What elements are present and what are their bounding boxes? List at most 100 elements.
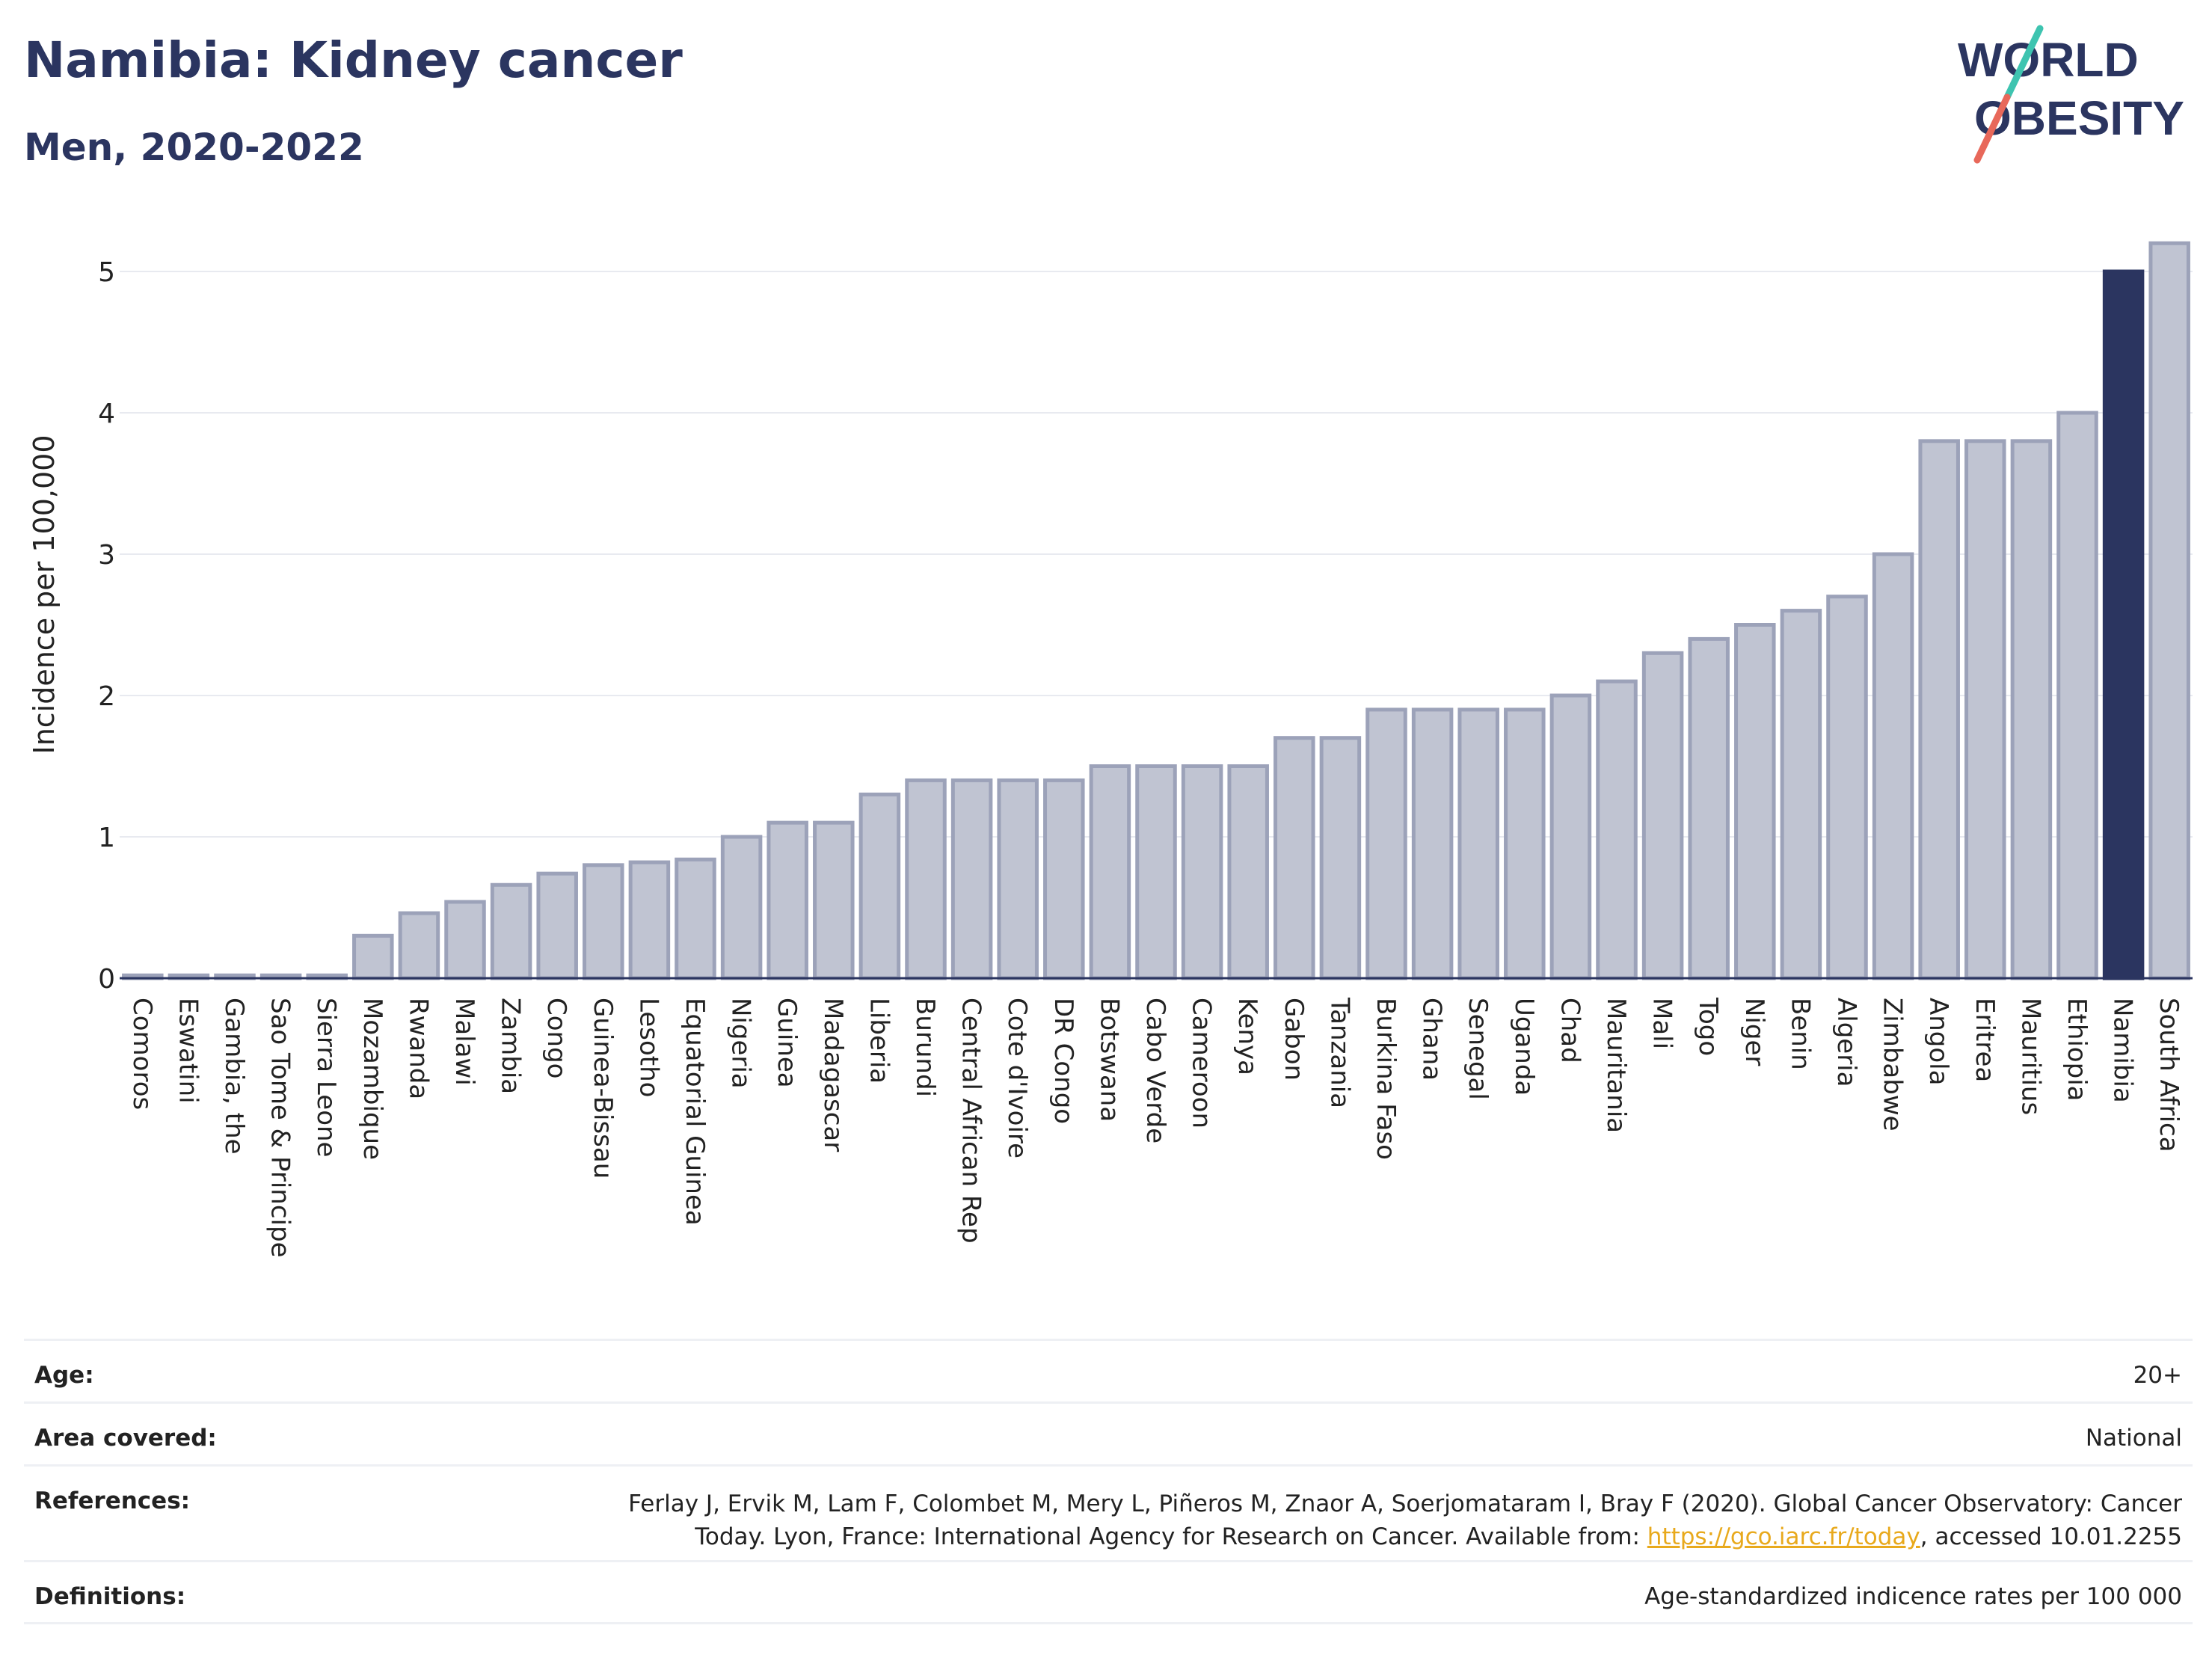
references-link[interactable]: https://gco.iarc.fr/today — [1647, 1523, 1920, 1550]
x-tick-label: Algeria — [1831, 998, 1861, 1087]
bar — [352, 933, 394, 980]
x-tick-label: Rwanda — [403, 998, 433, 1099]
x-tick-label: Tanzania — [1324, 997, 1354, 1108]
bar-highlight — [2102, 269, 2145, 980]
x-tick-label: Senegal — [1463, 998, 1493, 1100]
x-tick-label: DR Congo — [1048, 998, 1078, 1124]
bar — [1641, 651, 1684, 980]
info-row-references: References: Ferlay J, Ervik M, Lam F, Co… — [24, 1464, 2193, 1560]
bar — [1274, 736, 1315, 980]
definitions-label: Definitions: — [34, 1583, 186, 1610]
bar — [2056, 411, 2098, 980]
x-tick-label: Cabo Verde — [1140, 998, 1170, 1143]
bars — [122, 241, 2190, 980]
x-tick-label: Madagascar — [818, 998, 848, 1152]
bar — [1780, 609, 1822, 980]
references-line1: Ferlay J, Ervik M, Lam F, Colombet M, Me… — [628, 1490, 2182, 1517]
x-axis-ticks: Comoros Eswatini Gambia, the Sao Tome & Pri… — [127, 997, 2184, 1258]
x-tick-label: Comoros — [127, 998, 157, 1110]
x-tick-label: Lesotho — [633, 998, 663, 1097]
x-tick-label: Mozambique — [357, 998, 387, 1160]
x-tick-label: Guinea — [772, 998, 802, 1088]
bar — [2010, 439, 2053, 980]
x-tick-label: Mauritius — [2015, 998, 2045, 1115]
bar — [1918, 439, 1960, 980]
bar — [1181, 764, 1223, 980]
bar — [1365, 707, 1407, 980]
age-value: 20+ — [2133, 1362, 2182, 1389]
x-tick-label: Cameroon — [1187, 998, 1217, 1129]
bar — [1504, 707, 1546, 980]
logo-slash-top — [2003, 25, 2044, 101]
bar — [813, 820, 855, 980]
bar — [997, 778, 1039, 980]
page-title: Namibia: Kidney cancer — [24, 31, 683, 89]
bar — [766, 820, 808, 980]
bar — [1227, 764, 1269, 980]
x-tick-label: Sierra Leone — [311, 998, 341, 1157]
bar — [905, 778, 947, 980]
y-tick-label: 0 — [98, 964, 115, 995]
bar — [675, 857, 716, 980]
y-tick-label: 4 — [98, 399, 115, 429]
bar — [1826, 595, 1868, 980]
x-tick-label: Central African Rep — [956, 998, 986, 1244]
x-tick-label: Ghana — [1417, 998, 1447, 1081]
bar — [1043, 778, 1085, 980]
bar-chart: 0 1 2 3 4 5 Comoros Eswatini Gambia, the Sao Tom… — [28, 241, 2193, 1258]
x-tick-label: Malawi — [449, 998, 479, 1086]
x-tick-label: Congo — [541, 998, 571, 1078]
y-tick-label: 1 — [98, 823, 115, 853]
references-line2-post: , accessed 10.01.2255 — [1920, 1523, 2182, 1550]
x-tick-label: Equatorial Guinea — [680, 998, 710, 1226]
info-row-definitions: Definitions: Age-standardized indicence … — [24, 1560, 2193, 1624]
x-tick-label: Ethiopia — [2062, 998, 2092, 1101]
x-tick-label: Mali — [1647, 998, 1677, 1049]
age-label: Age: — [34, 1362, 94, 1389]
references-line2-pre: Today. Lyon, France: International Agenc… — [695, 1523, 1647, 1550]
x-tick-label: Benin — [1785, 998, 1815, 1070]
y-tick-label: 2 — [98, 681, 115, 712]
y-tick-label: 5 — [98, 257, 115, 288]
area-label: Area covered: — [34, 1425, 217, 1452]
x-tick-label: Mauritania — [1601, 998, 1631, 1133]
y-axis-ticks: 0 1 2 3 4 5 — [98, 257, 115, 995]
x-tick-label: Chad — [1555, 998, 1585, 1063]
x-tick-label: Namibia — [2108, 998, 2138, 1103]
x-tick-label: Eritrea — [1970, 998, 2000, 1082]
page-subtitle: Men, 2020-2022 — [24, 126, 364, 169]
bar — [490, 882, 532, 980]
logo-line1: WORLD — [1958, 33, 2139, 87]
x-tick-label: Botswana — [1094, 998, 1124, 1122]
bar — [1319, 736, 1362, 980]
bar — [1135, 764, 1177, 980]
bar — [858, 792, 901, 980]
logo-slash-bottom — [1973, 93, 2011, 164]
bar — [720, 835, 763, 980]
x-tick-label: Cote d'Ivoire — [1002, 998, 1032, 1158]
bar — [583, 863, 624, 980]
bar — [950, 778, 993, 980]
references-label: References: — [34, 1487, 191, 1514]
x-tick-label: Liberia — [864, 998, 894, 1084]
x-tick-label: Uganda — [1509, 998, 1539, 1096]
x-tick-label: Eswatini — [173, 998, 203, 1104]
bar — [444, 900, 486, 980]
x-tick-label: Kenya — [1232, 998, 1262, 1075]
definitions-value: Age-standardized indicence rates per 100… — [1644, 1583, 2182, 1610]
bar — [2148, 241, 2190, 980]
x-tick-label: Niger — [1739, 998, 1769, 1066]
bar — [1596, 679, 1638, 980]
bar — [1549, 693, 1592, 980]
x-tick-label: South Africa — [2154, 998, 2184, 1152]
x-tick-label: Zambia — [496, 998, 526, 1094]
bar — [1411, 707, 1454, 980]
area-value: National — [2085, 1425, 2182, 1452]
info-row-age: Age: 20+ — [24, 1339, 2193, 1401]
x-tick-label: Angola — [1923, 998, 1953, 1085]
x-tick-label: Burkina Faso — [1371, 998, 1401, 1160]
bar — [628, 860, 671, 980]
info-row-area: Area covered: National — [24, 1401, 2193, 1464]
x-tick-label: Togo — [1693, 997, 1723, 1056]
bar — [1872, 552, 1914, 980]
